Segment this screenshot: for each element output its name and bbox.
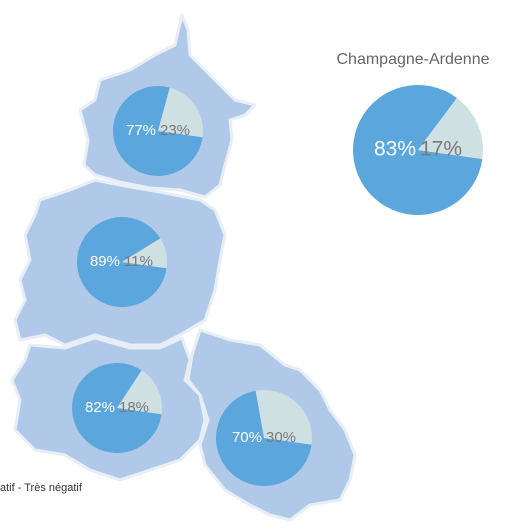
- value-label: 17%: [420, 138, 462, 161]
- pie-slice: [418, 97, 483, 160]
- pie-slice: [72, 362, 162, 453]
- value-label: 82%: [85, 399, 115, 416]
- pie-slice: [112, 85, 203, 176]
- pie-slice: [122, 238, 167, 269]
- pie-slice: [117, 370, 162, 415]
- pie-slice: [77, 217, 167, 307]
- pie-title: Champagne-Ardenne: [337, 51, 490, 68]
- value-label: 77%: [126, 122, 156, 139]
- value-label: 23%: [160, 122, 190, 139]
- value-label: 11%: [124, 253, 153, 270]
- value-label: 18%: [119, 399, 149, 416]
- value-label: 89%: [90, 253, 120, 270]
- pie-slice: [353, 84, 483, 215]
- pie-slice: [158, 87, 203, 138]
- value-label: 70%: [232, 429, 262, 446]
- pie-slice: [255, 390, 312, 445]
- value-label: 83%: [374, 138, 416, 161]
- value-label: 30%: [266, 429, 296, 446]
- pie-slice: [216, 390, 312, 486]
- legend-text: atif - Très négatif: [0, 482, 83, 494]
